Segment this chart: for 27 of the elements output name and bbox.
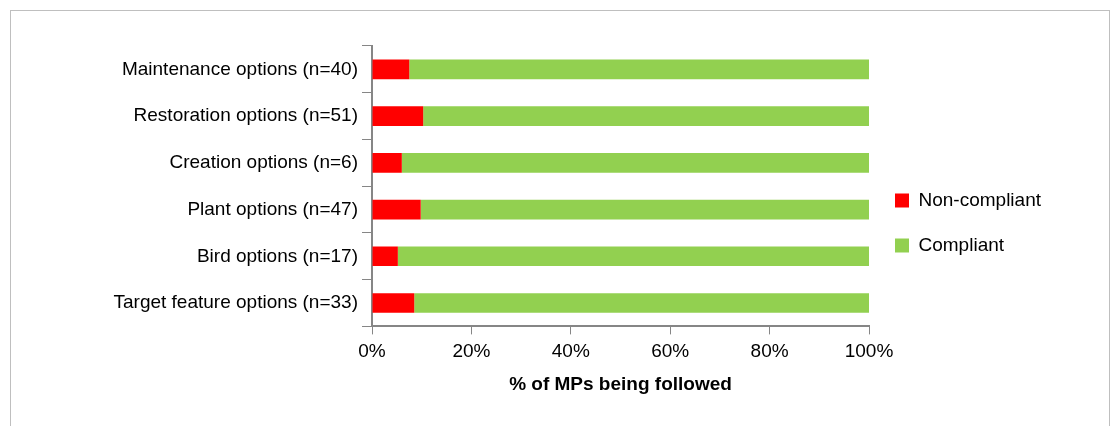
bar xyxy=(409,59,869,80)
x-tick-label: 80% xyxy=(750,340,789,362)
x-tick-label: 0% xyxy=(358,340,386,362)
legend-label: Compliant xyxy=(918,233,1005,255)
bar xyxy=(372,293,415,313)
legend-label: Non-compliant xyxy=(918,188,1042,210)
bar xyxy=(414,293,869,313)
y-tick-label: Creation options (n=6) xyxy=(169,151,358,173)
x-tick-label: 20% xyxy=(452,340,491,362)
bar xyxy=(372,199,421,220)
x-tick-label: 40% xyxy=(551,340,590,362)
y-tick-label: Bird options (n=17) xyxy=(196,244,358,266)
y-tick-label: Restoration options (n=51) xyxy=(133,104,358,126)
y-tick-label: Maintenance options (n=40) xyxy=(121,57,358,79)
x-axis-title: % of MPs being followed xyxy=(509,372,732,394)
bar xyxy=(420,199,869,220)
bar xyxy=(372,246,398,267)
bar xyxy=(372,106,424,126)
bar xyxy=(401,153,869,173)
bar xyxy=(372,153,402,173)
bar xyxy=(423,106,869,126)
bar xyxy=(397,246,869,267)
bar xyxy=(372,59,410,80)
y-tick-label: Plant options (n=47) xyxy=(187,197,358,219)
y-tick-label: Target feature options (n=33) xyxy=(113,291,358,313)
x-tick-label: 100% xyxy=(844,340,894,362)
x-tick-label: 60% xyxy=(651,340,690,362)
